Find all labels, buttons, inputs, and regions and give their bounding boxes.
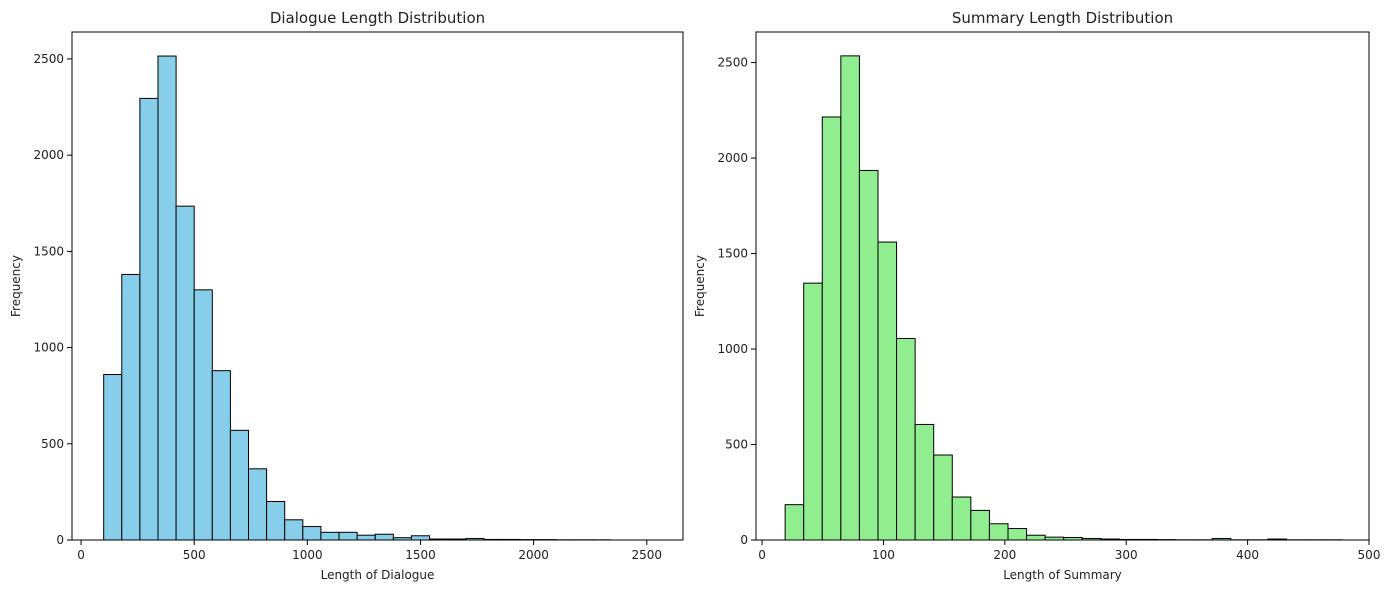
x-axis-label: Length of Summary bbox=[1003, 568, 1122, 582]
x-tick-label: 1000 bbox=[292, 548, 323, 562]
plot-frame bbox=[71, 31, 684, 541]
histogram-bar bbox=[821, 116, 842, 541]
y-tick-label: 0 bbox=[56, 533, 64, 547]
x-tick-label: 500 bbox=[183, 548, 206, 562]
x-tick-label: 300 bbox=[1115, 548, 1138, 562]
histogram-bar bbox=[988, 523, 1009, 541]
y-tick-label: 2500 bbox=[717, 56, 748, 70]
x-tick-label: 100 bbox=[872, 548, 895, 562]
y-tick-label: 1000 bbox=[717, 342, 748, 356]
histogram-bar bbox=[1007, 528, 1028, 541]
histogram-bar bbox=[229, 429, 250, 541]
histogram-bar bbox=[896, 338, 916, 541]
chart-panel-2: 0 100 200 300 400 500 0 500 1000 1500 2000 2500 Summ… bbox=[693, 9, 1380, 582]
chart-title: Dialogue Length Distribution bbox=[270, 9, 485, 27]
x-tick-label: 400 bbox=[1236, 548, 1259, 562]
x-axis-label: Length of Dialogue bbox=[321, 568, 435, 582]
histogram-bar bbox=[320, 531, 340, 541]
histogram-bar bbox=[157, 55, 177, 541]
x-tick-label: 0 bbox=[77, 548, 85, 562]
y-tick-label: 1500 bbox=[717, 247, 748, 261]
histogram-bar bbox=[1026, 534, 1046, 541]
histogram-bar bbox=[302, 526, 322, 541]
x-tick-label: 0 bbox=[758, 548, 766, 562]
histogram-bar bbox=[803, 282, 823, 541]
histogram-bar bbox=[784, 504, 805, 541]
y-tick-label: 1500 bbox=[33, 244, 64, 258]
histogram-bar bbox=[840, 55, 860, 541]
y-tick-label: 2000 bbox=[717, 151, 748, 165]
histogram-bar bbox=[139, 97, 159, 541]
histogram-bar bbox=[266, 501, 286, 541]
histogram-bar bbox=[103, 374, 123, 541]
histogram-bar bbox=[248, 468, 268, 541]
x-tick-label: 2500 bbox=[632, 548, 663, 562]
histogram-bar bbox=[410, 535, 431, 541]
y-tick-label: 2500 bbox=[33, 52, 64, 66]
histogram-bar bbox=[193, 289, 213, 541]
histogram-bar bbox=[951, 496, 972, 541]
histogram-bar bbox=[877, 241, 898, 541]
histogram-bar bbox=[374, 533, 394, 541]
y-tick-label: 0 bbox=[740, 533, 748, 547]
histogram-bar bbox=[284, 519, 304, 541]
histogram-bar bbox=[175, 205, 195, 541]
histogram-bar bbox=[970, 509, 990, 541]
chart-panel-1: 0 500 1000 1500 2000 2500 0 500 1000 1500 2000 2500… bbox=[9, 9, 684, 582]
histogram-bar bbox=[933, 454, 953, 541]
x-tick-label: 1500 bbox=[405, 548, 436, 562]
y-tick-label: 500 bbox=[41, 437, 64, 451]
y-tick-label: 500 bbox=[725, 438, 748, 452]
histogram-bar bbox=[121, 273, 141, 541]
x-tick-label: 2000 bbox=[518, 548, 549, 562]
histogram-bar bbox=[356, 534, 376, 541]
x-tick-label: 200 bbox=[993, 548, 1016, 562]
x-tick-label: 500 bbox=[1358, 548, 1381, 562]
histogram-bar bbox=[914, 423, 935, 541]
y-axis-label: Frequency bbox=[9, 255, 23, 317]
y-tick-label: 1000 bbox=[33, 341, 64, 355]
histogram-bar bbox=[211, 370, 231, 541]
chart-title: Summary Length Distribution bbox=[952, 9, 1173, 27]
plot-frame bbox=[755, 31, 1370, 541]
y-axis-label: Frequency bbox=[693, 255, 707, 317]
histogram-bar bbox=[858, 169, 879, 541]
y-tick-label: 2000 bbox=[33, 148, 64, 162]
histogram-bar bbox=[338, 531, 358, 541]
